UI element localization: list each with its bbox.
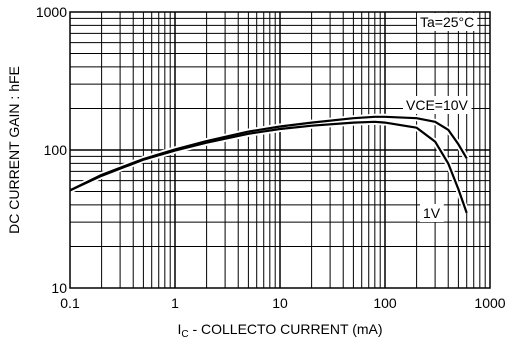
series-halo-1 bbox=[68, 118, 470, 214]
x-axis-title-sub: C bbox=[181, 329, 188, 340]
y-axis-title: DC CURRENT GAIN : hFE bbox=[6, 66, 22, 234]
x-tick-label: 0.1 bbox=[60, 295, 80, 311]
x-axis-title-main: I bbox=[177, 321, 181, 337]
x-axis-title-rest: - COLLECTO CURRENT (mA) bbox=[189, 321, 383, 337]
x-tick-label: 1 bbox=[171, 295, 179, 311]
v1-label: 1V bbox=[423, 205, 441, 221]
y-tick-label: 1000 bbox=[36, 4, 67, 20]
x-tick-label: 100 bbox=[373, 295, 397, 311]
vce10-label-bg bbox=[403, 96, 472, 114]
plot-frame bbox=[69, 11, 491, 289]
x-tick-label: 10 bbox=[272, 295, 288, 311]
temperature-label-bg bbox=[417, 13, 478, 31]
vce10-label: VCE=10V bbox=[406, 97, 469, 113]
grid-lines bbox=[70, 12, 490, 288]
y-tick-label: 10 bbox=[51, 280, 67, 296]
y-tick-label: 100 bbox=[44, 142, 68, 158]
series-line-1 bbox=[69, 120, 468, 214]
x-axis-title: IC - COLLECTO CURRENT (mA) bbox=[177, 321, 382, 340]
x-tick-label: 1000 bbox=[474, 295, 505, 311]
tick-labels: 0.1 1 10 100 1000 10 100 1000 bbox=[36, 4, 506, 311]
v1-label-bg bbox=[420, 204, 444, 222]
temperature-label: Ta=25°C bbox=[420, 14, 474, 30]
data-curves bbox=[68, 113, 470, 214]
